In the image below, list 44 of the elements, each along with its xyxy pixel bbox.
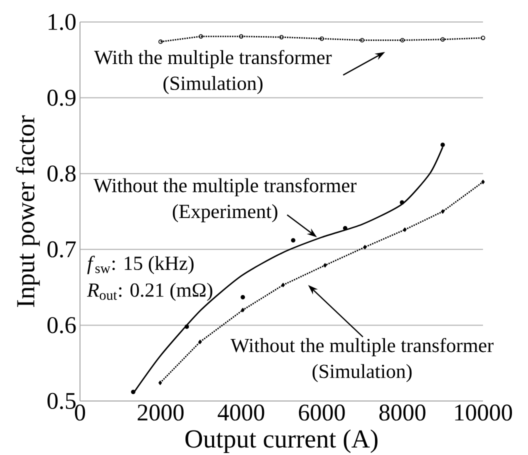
point — [440, 209, 444, 214]
point — [480, 36, 486, 40]
point — [360, 38, 364, 42]
point — [239, 34, 244, 39]
x-tick-label: 10000 — [455, 404, 512, 421]
x-tick-label: 4000 — [218, 404, 264, 421]
point — [323, 263, 327, 268]
point — [440, 37, 445, 42]
x-axis-title: Output current (A) — [185, 430, 378, 453]
y-tick-label: 0.9 — [48, 90, 76, 106]
point — [198, 34, 204, 39]
point — [400, 38, 405, 42]
point — [403, 228, 407, 232]
x-tick-label: 8000 — [379, 404, 426, 421]
x-tick-label: 2000 — [138, 404, 184, 421]
y-tick-label: 0.6 — [48, 317, 76, 334]
annotation: With the multiple transformer (Simulation) — [94, 50, 332, 94]
point — [279, 34, 284, 40]
y-axis-title: Input power factor — [16, 115, 40, 307]
x-tick-label: 6000 — [298, 404, 345, 421]
point — [158, 40, 163, 44]
point — [281, 282, 285, 288]
y-tick-label: 0.7 — [48, 241, 76, 258]
point — [481, 180, 485, 184]
point — [198, 340, 202, 344]
point — [158, 380, 162, 385]
point — [184, 324, 189, 329]
y-tick-label: 1.0 — [48, 14, 76, 30]
point — [240, 294, 246, 300]
annotation: f$_{sw}$: 15 (kHz) — [87, 256, 194, 274]
point — [320, 36, 324, 41]
point — [241, 308, 245, 312]
y-tick-label: 0.5 — [48, 392, 76, 410]
point — [400, 200, 404, 205]
point — [342, 226, 348, 230]
y-tick-label: 0.8 — [48, 165, 76, 182]
point — [363, 244, 367, 250]
point — [440, 142, 445, 147]
annotation: Without the multiple transformer (Simulation) — [230, 338, 494, 382]
annotation: R$_{out}$: 0.21 (mΩ) — [86, 282, 212, 301]
x-tick-label: 0 — [74, 404, 86, 421]
point — [131, 390, 136, 394]
point — [290, 238, 296, 242]
annotation: Without the multiple transformer (Experiment) — [94, 178, 356, 222]
